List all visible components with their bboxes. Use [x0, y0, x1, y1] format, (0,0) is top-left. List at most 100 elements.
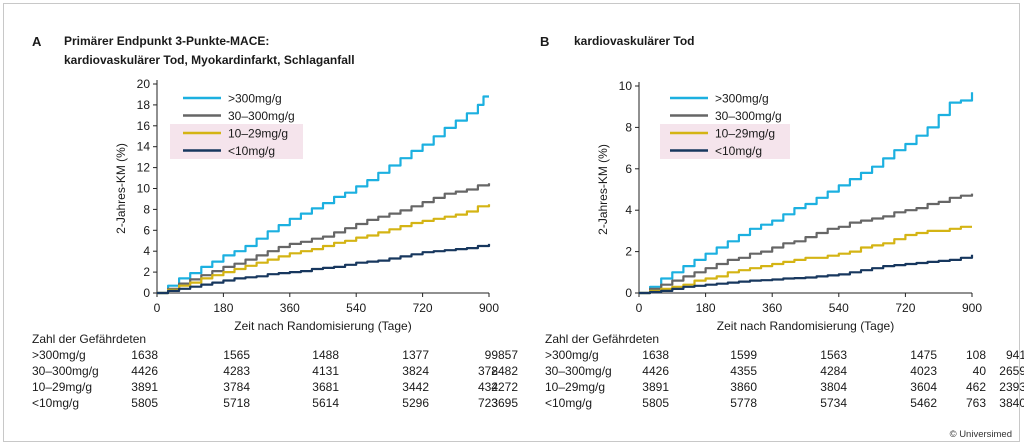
chart-a-y-tick-label: 2 [143, 265, 150, 279]
risk-table-a-cell: 5805 [131, 396, 158, 410]
risk-table-b-cell: 3860 [730, 380, 757, 394]
risk-table-a-row-label: 30–300mg/g [32, 364, 99, 378]
chart-a-legend-label-0: >300mg/g [228, 92, 282, 106]
risk-table-a-cell: 5718 [223, 396, 250, 410]
chart-b-x-tick-label: 900 [962, 301, 982, 315]
risk-table-b-title: Zahl der Gefährdeten [545, 332, 660, 346]
risk-table-a-cell: 3442 [402, 380, 429, 394]
chart-b-x-axis-label: Zeit nach Randomisierung (Tage) [717, 319, 894, 333]
chart-b-y-tick-label: 10 [619, 79, 633, 93]
risk-table-b-cell: 3604 [910, 380, 937, 394]
risk-table-b-cell: 5805 [642, 396, 669, 410]
risk-table-b-cell: 4355 [730, 364, 757, 378]
risk-table-b-cell: 40 [972, 364, 986, 378]
chart-a-series-line-3 [157, 243, 491, 295]
chart-a-y-tick-label: 12 [137, 161, 151, 175]
risk-table-a-cell: 857 [497, 348, 518, 362]
chart-a-y-tick-label: 16 [137, 119, 151, 133]
chart-b-x-tick-label: 720 [895, 301, 915, 315]
copyright-notice: © Universimed [949, 429, 1012, 440]
chart-a-legend-label-2: 10–29mg/g [228, 127, 288, 141]
risk-table-a-title: Zahl der Gefährdeten [32, 332, 147, 346]
risk-table-b-cell: 5778 [730, 396, 757, 410]
risk-table-b-cell: 3891 [642, 380, 669, 394]
chart-a-y-tick-label: 0 [143, 286, 150, 300]
panel-a-title-line2: kardiovaskulärer Tod, Myokardinfarkt, Sc… [64, 53, 355, 67]
chart-a-x-tick-label: 540 [346, 301, 366, 315]
risk-table-a-cell: 1377 [402, 348, 429, 362]
chart-b-series-line-1 [639, 193, 974, 295]
chart-a-y-tick-label: 10 [137, 182, 151, 196]
risk-table-a-cell: 4131 [312, 364, 339, 378]
risk-table-a-cell: 378 [477, 364, 498, 378]
risk-table-b-cell: 4023 [910, 364, 937, 378]
chart-b-y-tick-label: 2 [625, 245, 632, 259]
risk-table-b-cell: 1563 [820, 348, 847, 362]
risk-table-a-cell: 3695 [491, 396, 518, 410]
chart-a-x-tick-label: 180 [213, 301, 233, 315]
risk-table-a-cell: 1565 [223, 348, 250, 362]
risk-table-b-cell: 108 [965, 348, 986, 362]
risk-table-a-cell: 1488 [312, 348, 339, 362]
chart-b-y-tick-label: 8 [625, 120, 632, 134]
chart-a-y-axis-label: 2-Jahres-KM (%) [114, 143, 128, 234]
panel-b-letter: B [540, 34, 550, 49]
risk-table-a-cell: 1638 [131, 348, 158, 362]
chart-a-y-tick-label: 20 [137, 77, 151, 91]
chart-a-x-tick-label: 360 [280, 301, 300, 315]
risk-table-b-cell: 1638 [642, 348, 669, 362]
chart-a-x-axis-label: Zeit nach Randomisierung (Tage) [234, 319, 411, 333]
chart-a-x-tick-label: 900 [479, 301, 499, 315]
chart-b-y-tick-label: 6 [625, 162, 632, 176]
chart-b-y-tick-label: 4 [625, 203, 632, 217]
risk-table-a-cell: 723 [477, 396, 498, 410]
chart-b-series-line-3 [639, 254, 974, 295]
chart-a-legend-highlight [170, 124, 303, 159]
risk-table-a-cell: 99 [484, 348, 498, 362]
chart-a-series-line-2 [157, 204, 491, 295]
risk-table-b-cell: 1475 [910, 348, 937, 362]
risk-table-b-row-label: 10–29mg/g [545, 380, 606, 394]
risk-table-a-cell: 434 [477, 380, 498, 394]
chart-b-legend-label-1: 30–300mg/g [715, 109, 782, 123]
figure-frame [3, 3, 1020, 442]
risk-table-b-row-label: >300mg/g [545, 348, 599, 362]
risk-table-a-cell: 2272 [491, 380, 518, 394]
chart-b-y-tick-label: 0 [625, 286, 632, 300]
chart-a-y-tick-label: 4 [143, 244, 150, 258]
panel-b-title-line1: kardiovaskulärer Tod [574, 34, 695, 48]
risk-table-b-cell: 2659 [999, 364, 1024, 378]
risk-table-b-cell: 462 [965, 380, 986, 394]
risk-table-b-cell: 3804 [820, 380, 847, 394]
panel-a-title-line1: Primärer Endpunkt 3-Punkte-MACE: [64, 34, 270, 48]
risk-table-a-cell: 3784 [223, 380, 250, 394]
risk-table-a-row-label: >300mg/g [32, 348, 86, 362]
chart-a-x-tick-label: 720 [413, 301, 433, 315]
chart-a-series-line-0 [157, 95, 489, 295]
chart-a-series-line-1 [157, 183, 491, 295]
risk-table-b-cell: 4284 [820, 364, 847, 378]
chart-b-series-line-0 [639, 92, 974, 295]
chart-b-x-tick-label: 360 [762, 301, 782, 315]
chart-a-y-tick-label: 18 [137, 98, 151, 112]
risk-table-b-cell: 3840 [999, 396, 1024, 410]
chart-b-y-axis-label: 2-Jahres-KM (%) [596, 144, 610, 235]
risk-table-a-cell: 4426 [131, 364, 158, 378]
risk-table-a-cell: 5614 [312, 396, 339, 410]
chart-a-y-tick-label: 6 [143, 223, 150, 237]
risk-table-b-cell: 5462 [910, 396, 937, 410]
risk-table-a-cell: 4283 [223, 364, 250, 378]
risk-table-a-cell: 3891 [131, 380, 158, 394]
chart-a-legend-label-1: 30–300mg/g [228, 109, 295, 123]
risk-table-a-row-label: <10mg/g [32, 396, 80, 410]
chart-b-legend-highlight [660, 124, 790, 159]
chart-b-x-tick-label: 0 [636, 301, 643, 315]
risk-table-b-row-label: <10mg/g [545, 396, 593, 410]
chart-b-x-tick-label: 540 [829, 301, 849, 315]
risk-table-b-cell: 4426 [642, 364, 669, 378]
risk-table-b-cell: 1599 [730, 348, 757, 362]
risk-table-a-cell: 3824 [402, 364, 429, 378]
chart-b-legend-label-0: >300mg/g [715, 92, 769, 106]
